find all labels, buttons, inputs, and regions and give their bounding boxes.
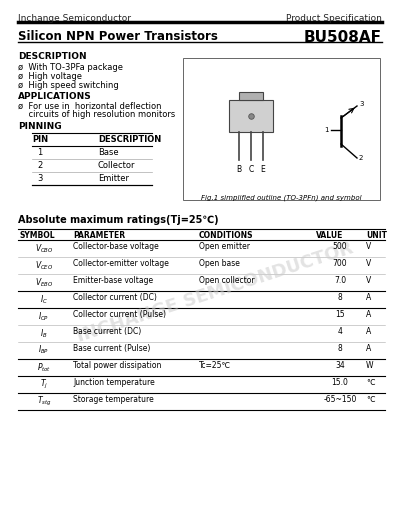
Text: 500: 500 [333,242,347,251]
Text: Open emitter: Open emitter [199,242,250,251]
Text: Storage temperature: Storage temperature [73,395,154,404]
Text: 700: 700 [333,259,347,268]
Bar [229,100,273,132]
Text: Absolute maximum ratings(Tj=25℃): Absolute maximum ratings(Tj=25℃) [18,215,219,225]
Text: 7.0: 7.0 [334,276,346,285]
Text: Collector: Collector [98,161,136,170]
Text: 8: 8 [338,344,342,353]
Text: -65~150: -65~150 [323,395,357,404]
Text: ø  With TO-3PFa package: ø With TO-3PFa package [18,63,123,72]
Text: $V_{EBO}$: $V_{EBO}$ [35,276,53,289]
Text: 34: 34 [335,361,345,370]
Text: A: A [366,344,371,353]
Text: Product Specification: Product Specification [286,14,382,23]
Text: $V_{CEO}$: $V_{CEO}$ [35,259,53,271]
Text: APPLICATIONS: APPLICATIONS [18,92,92,101]
Text: Open collector: Open collector [199,276,255,285]
Bar [239,92,263,100]
Text: Collector current (DC): Collector current (DC) [73,293,157,302]
Text: INCHANGE SEMICONDUCTOR: INCHANGE SEMICONDUCTOR [74,240,356,347]
Text: $P_{tot}$: $P_{tot}$ [37,361,51,373]
Text: Tc=25℃: Tc=25℃ [199,361,231,370]
Text: B: B [236,165,242,174]
Text: W: W [366,361,374,370]
Text: Fig.1 simplified outline (TO-3PFn) and symbol: Fig.1 simplified outline (TO-3PFn) and s… [201,194,361,200]
Text: UNIT: UNIT [366,231,387,240]
Text: ø  For use in  horizontal deflection: ø For use in horizontal deflection [18,102,162,111]
Text: DESCRIPTION: DESCRIPTION [98,135,161,144]
Text: Base current (Pulse): Base current (Pulse) [73,344,150,353]
Text: Collector-emitter voltage: Collector-emitter voltage [73,259,169,268]
Text: $I_B$: $I_B$ [40,327,48,339]
Text: V: V [366,259,371,268]
Text: SYMBOL: SYMBOL [19,231,55,240]
Text: $I_{CP}$: $I_{CP}$ [38,310,50,323]
Text: 2: 2 [37,161,43,170]
Text: 3: 3 [37,174,43,183]
Text: 8: 8 [338,293,342,302]
Text: ℃: ℃ [366,395,375,404]
Text: DESCRIPTION: DESCRIPTION [18,52,87,61]
Text: A: A [366,293,371,302]
Text: $V_{CBO}$: $V_{CBO}$ [35,242,53,254]
Text: $T_{stg}$: $T_{stg}$ [37,395,51,408]
Text: Base: Base [98,148,119,157]
Text: Collector current (Pulse): Collector current (Pulse) [73,310,166,319]
Bar [183,58,380,200]
Text: Silicon NPN Power Transistors: Silicon NPN Power Transistors [18,30,218,43]
Text: VALUE: VALUE [316,231,343,240]
Text: 15.0: 15.0 [332,378,348,387]
Text: Emitter-base voltage: Emitter-base voltage [73,276,153,285]
Text: Inchange Semiconductor: Inchange Semiconductor [18,14,131,23]
Text: 15: 15 [335,310,345,319]
Text: Base current (DC): Base current (DC) [73,327,141,336]
Text: 2: 2 [359,155,363,161]
Text: 3: 3 [359,101,364,107]
Text: CONDITIONS: CONDITIONS [199,231,254,240]
Text: Open base: Open base [199,259,240,268]
Text: $I_{BP}$: $I_{BP}$ [38,344,50,356]
Text: V: V [366,276,371,285]
Text: A: A [366,310,371,319]
Text: PINNING: PINNING [18,122,62,131]
Text: $T_j$: $T_j$ [40,378,48,391]
Text: 1: 1 [37,148,43,157]
Text: A: A [366,327,371,336]
Text: ø  High voltage: ø High voltage [18,72,82,81]
Text: 4: 4 [338,327,342,336]
Text: PIN: PIN [32,135,48,144]
Text: $I_C$: $I_C$ [40,293,48,306]
Text: Collector-base voltage: Collector-base voltage [73,242,159,251]
Text: Junction temperature: Junction temperature [73,378,155,387]
Text: V: V [366,242,371,251]
Text: Emitter: Emitter [98,174,129,183]
Text: E: E [261,165,265,174]
Text: circuits of high resolution monitors: circuits of high resolution monitors [18,110,175,119]
Text: BU508AF: BU508AF [304,30,382,45]
Text: C: C [248,165,254,174]
Text: ℃: ℃ [366,378,375,387]
Text: ø  High speed switching: ø High speed switching [18,81,119,90]
Text: PARAMETER: PARAMETER [73,231,125,240]
Text: Total power dissipation: Total power dissipation [73,361,161,370]
Text: 1: 1 [324,127,329,133]
